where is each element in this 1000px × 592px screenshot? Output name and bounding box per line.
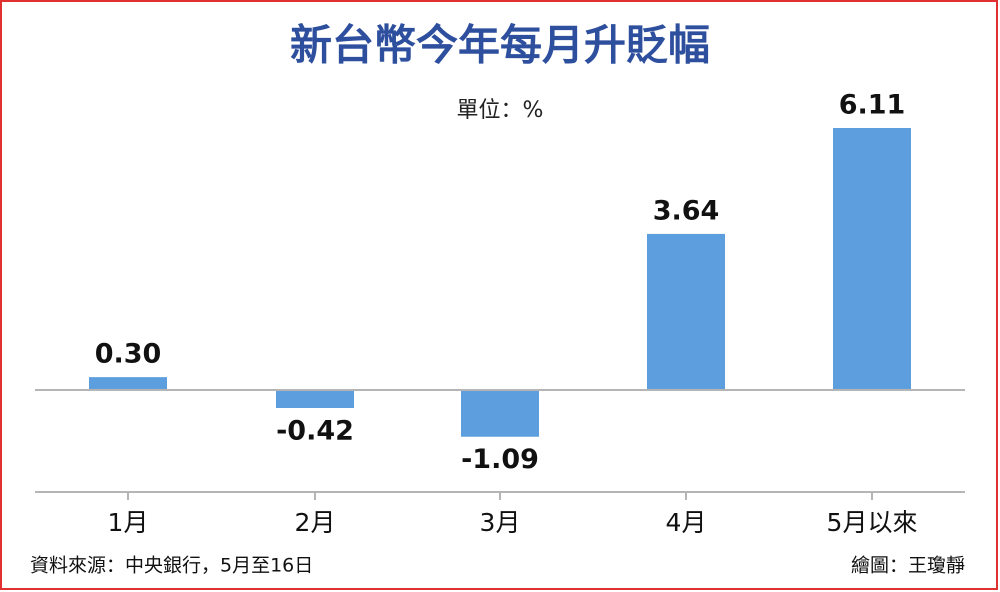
x-tick-label: 2月 <box>295 508 336 537</box>
x-tick-label: 5月以來 <box>827 508 918 537</box>
bar <box>647 233 725 390</box>
x-tick-label: 3月 <box>480 508 521 537</box>
value-label: -1.09 <box>461 444 539 475</box>
source: 資料來源：中央銀行，5月至16日 <box>30 555 313 577</box>
credit: 繪圖：王瓊靜 <box>851 555 965 577</box>
chart-title: 新台幣今年每月升貶幅 <box>290 21 710 70</box>
bar <box>461 390 539 437</box>
value-label: 0.30 <box>95 339 162 370</box>
value-label: -0.42 <box>276 416 354 447</box>
unit-label: 單位：% <box>457 98 544 123</box>
bar <box>89 377 167 390</box>
value-label: 3.64 <box>653 195 720 226</box>
x-tick-label: 1月 <box>108 508 149 537</box>
bar <box>276 390 354 409</box>
value-label: 6.11 <box>839 90 906 121</box>
bar <box>833 128 911 390</box>
x-tick-label: 4月 <box>666 508 707 537</box>
